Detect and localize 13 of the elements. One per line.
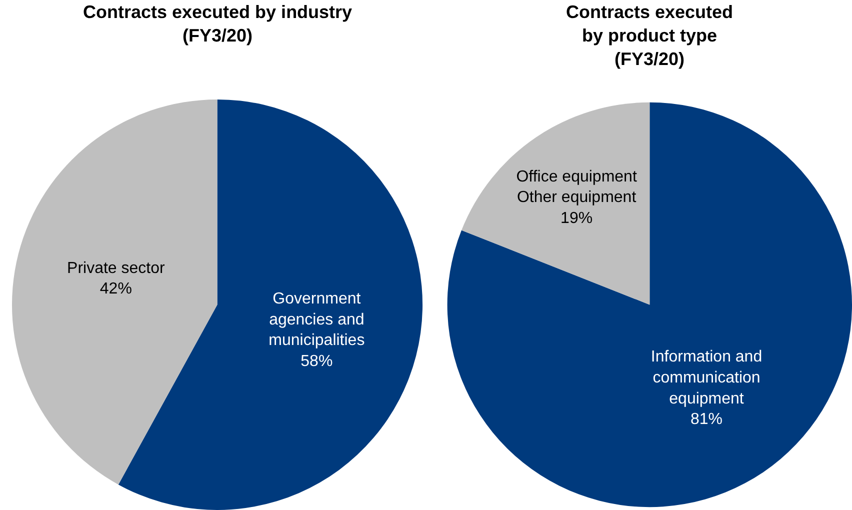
data-label: 19% [560, 210, 593, 227]
data-label: 42% [100, 280, 132, 298]
slice-label: Private sector [67, 260, 166, 277]
data-label: 58% [300, 352, 333, 370]
slice-label: Office equipment Other equipment [516, 168, 638, 206]
chart-title: Contracts executed by product type (FY3/20) [566, 2, 734, 69]
slice-label: Government agencies and municipalities [268, 290, 365, 350]
pie-slice [12, 99, 218, 485]
pie-slice [447, 102, 852, 507]
chart-title: Contracts executed by industry (FY3/20) [83, 2, 352, 46]
slice-label: Information and communication equipment [650, 348, 762, 408]
pie-slice [462, 102, 650, 305]
data-label: 81% [690, 411, 723, 428]
